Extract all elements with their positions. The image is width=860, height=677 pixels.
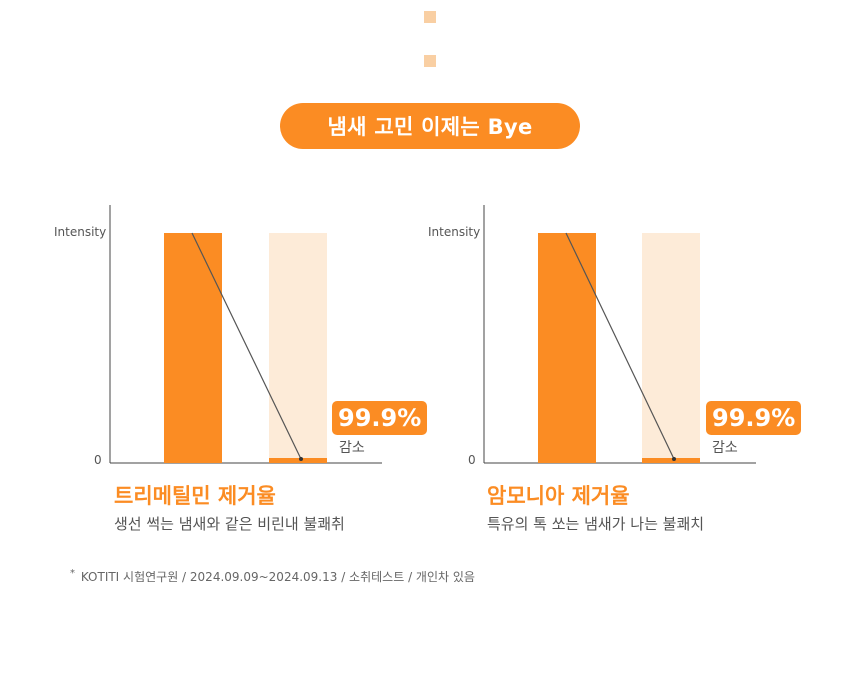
reduction-caption-1: 감소	[339, 440, 365, 456]
headline-pill: 냄새 고민 이제는 Bye	[280, 103, 580, 149]
footnote-marker: *	[70, 568, 75, 579]
chart-subtitle-1: 생선 썩는 냄새와 같은 비린내 불쾌취	[114, 515, 345, 533]
reduction-value-2: 99.9%	[712, 404, 796, 432]
after-bar-background-1	[269, 233, 327, 463]
y-tick-zero-1: 0	[94, 453, 102, 467]
y-axis-label-1: Intensity	[54, 225, 106, 239]
chart-title-1: 트리메틸민 제거율	[114, 484, 276, 508]
after-bar-1	[269, 458, 327, 463]
decor-dot-1	[424, 11, 436, 23]
decor-dot-2	[424, 55, 436, 67]
trend-line-1	[191, 232, 302, 460]
y-axis-label-2: Intensity	[428, 225, 480, 239]
chart-title-2: 암모니아 제거율	[487, 484, 630, 508]
headline-text: 냄새 고민 이제는 Bye	[327, 115, 533, 139]
trend-line-2	[565, 232, 675, 460]
before-bar-2	[538, 233, 596, 463]
reduction-badge-1: 99.9%	[332, 401, 428, 435]
after-bar-2	[642, 458, 700, 463]
reduction-value-1: 99.9%	[338, 404, 422, 432]
trend-point-1	[299, 457, 303, 461]
reduction-caption-2: 감소	[712, 440, 738, 456]
reduction-badge-2: 99.9%	[706, 401, 802, 435]
chart-subtitle-2: 특유의 톡 쏘는 냄새가 나는 불쾌치	[487, 515, 705, 533]
footnote-text: KOTITI 시험연구원 / 2024.09.09~2024.09.13 / 소…	[80, 570, 475, 584]
footnote: * KOTITI 시험연구원 / 2024.09.09~2024.09.13 /…	[70, 568, 475, 585]
after-bar-background-2	[642, 233, 700, 463]
y-tick-zero-2: 0	[468, 453, 476, 467]
before-bar-1	[164, 233, 222, 463]
trend-point-2	[672, 457, 676, 461]
